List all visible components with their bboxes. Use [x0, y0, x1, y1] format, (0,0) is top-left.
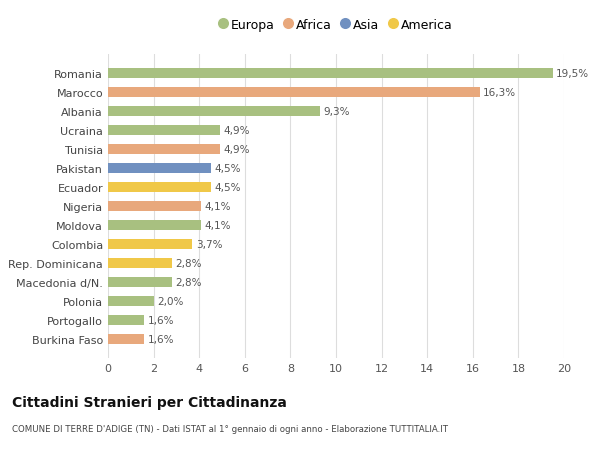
Text: 1,6%: 1,6%: [148, 334, 175, 344]
Text: 2,8%: 2,8%: [175, 258, 202, 269]
Bar: [108, 296, 154, 307]
Text: 16,3%: 16,3%: [483, 88, 516, 98]
Bar: [108, 106, 320, 117]
Bar: [108, 277, 172, 287]
Bar: [108, 145, 220, 155]
Bar: [108, 258, 172, 269]
Text: 1,6%: 1,6%: [148, 315, 175, 325]
Bar: [108, 88, 479, 98]
Bar: [108, 315, 145, 325]
Text: 4,1%: 4,1%: [205, 202, 232, 212]
Text: COMUNE DI TERRE D'ADIGE (TN) - Dati ISTAT al 1° gennaio di ogni anno - Elaborazi: COMUNE DI TERRE D'ADIGE (TN) - Dati ISTA…: [12, 425, 448, 433]
Text: 3,7%: 3,7%: [196, 240, 222, 249]
Text: Cittadini Stranieri per Cittadinanza: Cittadini Stranieri per Cittadinanza: [12, 395, 287, 409]
Legend: Europa, Africa, Asia, America: Europa, Africa, Asia, America: [215, 14, 457, 37]
Text: 2,8%: 2,8%: [175, 277, 202, 287]
Text: 4,1%: 4,1%: [205, 220, 232, 230]
Bar: [108, 69, 553, 79]
Text: 4,5%: 4,5%: [214, 183, 241, 193]
Text: 9,3%: 9,3%: [323, 107, 350, 117]
Bar: [108, 239, 193, 250]
Text: 2,0%: 2,0%: [157, 296, 184, 306]
Bar: [108, 202, 202, 212]
Bar: [108, 163, 211, 174]
Text: 4,9%: 4,9%: [223, 145, 250, 155]
Bar: [108, 126, 220, 136]
Text: 4,5%: 4,5%: [214, 164, 241, 174]
Text: 19,5%: 19,5%: [556, 69, 589, 79]
Bar: [108, 334, 145, 344]
Bar: [108, 220, 202, 231]
Bar: [108, 182, 211, 193]
Text: 4,9%: 4,9%: [223, 126, 250, 136]
